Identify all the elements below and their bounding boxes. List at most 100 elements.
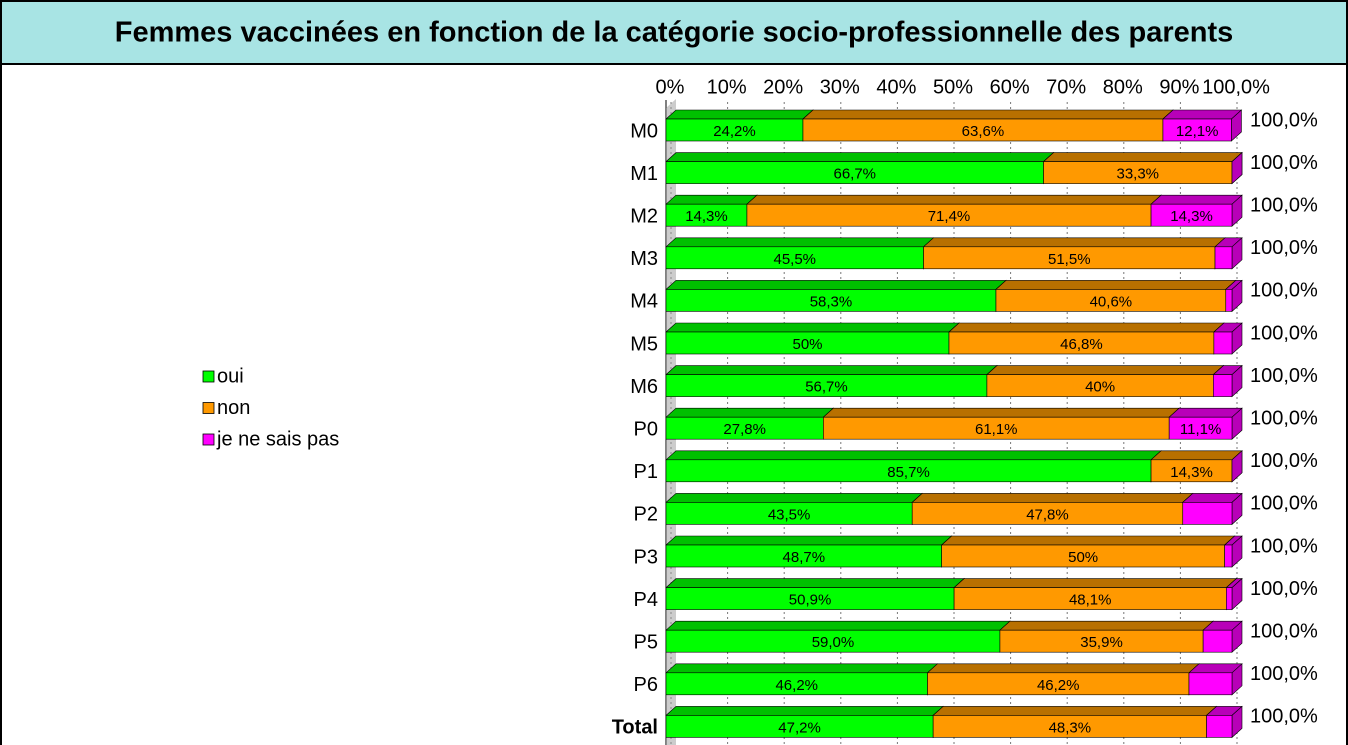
bar-segment bbox=[665, 450, 1162, 483]
bar-top bbox=[802, 109, 1174, 120]
data-label: 48,1% bbox=[1069, 592, 1112, 609]
data-label: 51,5% bbox=[1048, 251, 1091, 268]
data-label: 45,5% bbox=[773, 251, 816, 268]
x-tick-label: 70% bbox=[1046, 76, 1086, 98]
data-label: 35,9% bbox=[1080, 634, 1123, 651]
data-label: 33,3% bbox=[1116, 166, 1159, 183]
bar-segment bbox=[1202, 620, 1243, 653]
data-label: 43,5% bbox=[768, 506, 811, 523]
data-label: 61,1% bbox=[975, 421, 1018, 438]
bar-top bbox=[1162, 109, 1243, 120]
bar-segment bbox=[1205, 705, 1243, 739]
category-label: P6 bbox=[634, 674, 658, 696]
bar-front bbox=[1206, 715, 1233, 738]
bar-top bbox=[746, 194, 1162, 205]
bar-segment bbox=[999, 620, 1214, 653]
bar-segment bbox=[911, 492, 1194, 526]
bar-segment bbox=[1150, 194, 1243, 227]
bar-front bbox=[1168, 416, 1233, 440]
category-label: M0 bbox=[630, 120, 658, 142]
data-label: 66,7% bbox=[833, 166, 876, 183]
bar-segment bbox=[1188, 663, 1243, 696]
bar-top bbox=[940, 535, 1236, 546]
bar-side bbox=[1231, 450, 1243, 483]
bar-segment bbox=[1225, 577, 1243, 611]
total-label: 100,0% bbox=[1250, 109, 1318, 131]
legend-label: non bbox=[217, 397, 250, 419]
bar-top bbox=[922, 237, 1226, 248]
bar-segment bbox=[948, 322, 1225, 355]
total-label: 100,0% bbox=[1250, 280, 1318, 302]
data-label: 11,1% bbox=[1180, 421, 1221, 438]
x-tick-label: 0% bbox=[656, 76, 685, 98]
category-label: P0 bbox=[634, 418, 658, 440]
data-label: 40,6% bbox=[1090, 293, 1133, 310]
bar-segment bbox=[1231, 151, 1243, 185]
data-label: 58,3% bbox=[810, 293, 853, 310]
x-tick-label: 20% bbox=[763, 76, 803, 98]
total-label: 100,0% bbox=[1250, 663, 1318, 685]
total-label: 100,0% bbox=[1250, 450, 1318, 472]
bar-front bbox=[1226, 587, 1233, 610]
bar-segment bbox=[1231, 450, 1243, 483]
bar-top bbox=[665, 620, 1011, 631]
data-label: 46,8% bbox=[1060, 336, 1103, 353]
bar-front bbox=[1150, 203, 1233, 227]
total-label: 100,0% bbox=[1250, 407, 1318, 429]
total-label: 100,0% bbox=[1250, 322, 1318, 344]
total-label: 100,0% bbox=[1250, 620, 1318, 642]
bar-top bbox=[932, 706, 1218, 716]
bar-front bbox=[1213, 374, 1233, 397]
title-bar bbox=[0, 0, 1348, 65]
data-label: 50,9% bbox=[789, 592, 832, 609]
x-tick-label: 100,0% bbox=[1202, 76, 1270, 98]
bar-segment bbox=[940, 535, 1236, 568]
legend-label: oui bbox=[217, 365, 244, 387]
bar-top bbox=[999, 620, 1214, 631]
x-tick-label: 60% bbox=[990, 76, 1030, 98]
bar-segment bbox=[1212, 364, 1243, 398]
bar-front bbox=[1224, 544, 1233, 568]
category-label: M6 bbox=[630, 376, 658, 398]
bar-front bbox=[1182, 502, 1233, 525]
bar-segment bbox=[1181, 492, 1243, 526]
total-label: 100,0% bbox=[1250, 152, 1318, 174]
bar-top bbox=[995, 280, 1237, 290]
bar-top bbox=[665, 493, 923, 503]
bar-top bbox=[822, 407, 1180, 418]
data-label: 12,1% bbox=[1176, 123, 1219, 140]
data-label: 48,3% bbox=[1049, 719, 1092, 736]
data-label: 24,2% bbox=[713, 123, 756, 140]
bar-top bbox=[665, 578, 965, 588]
data-label: 50% bbox=[792, 336, 822, 353]
data-label: 14,3% bbox=[1170, 464, 1213, 481]
data-label: 14,3% bbox=[685, 208, 728, 225]
category-label: M2 bbox=[630, 205, 658, 227]
total-label: 100,0% bbox=[1250, 493, 1318, 515]
total-label: 100,0% bbox=[1250, 194, 1318, 216]
bar-segment bbox=[822, 407, 1180, 440]
x-tick-label: 50% bbox=[933, 76, 973, 98]
bar-front bbox=[1225, 289, 1233, 312]
total-label: 100,0% bbox=[1250, 365, 1318, 387]
bar-top bbox=[665, 322, 960, 333]
bar-top bbox=[986, 365, 1225, 375]
data-label: 14,3% bbox=[1170, 208, 1213, 225]
legend-swatch bbox=[202, 433, 215, 446]
bar-front bbox=[1214, 246, 1233, 270]
bar-front bbox=[1188, 672, 1233, 696]
bar-top bbox=[665, 365, 998, 375]
x-tick-label: 80% bbox=[1103, 76, 1143, 98]
bar-segment bbox=[1213, 322, 1243, 355]
category-label: P2 bbox=[634, 504, 658, 526]
bar-top bbox=[665, 237, 935, 248]
bar-front bbox=[1202, 629, 1233, 653]
x-tick-label: 30% bbox=[820, 76, 860, 98]
category-label: M3 bbox=[630, 248, 658, 270]
bar-top bbox=[953, 578, 1238, 588]
data-label: 27,8% bbox=[723, 421, 766, 438]
total-label: 100,0% bbox=[1250, 535, 1318, 557]
x-tick-label: 10% bbox=[707, 76, 747, 98]
total-label: 100,0% bbox=[1250, 578, 1318, 600]
bar-top bbox=[911, 493, 1194, 503]
